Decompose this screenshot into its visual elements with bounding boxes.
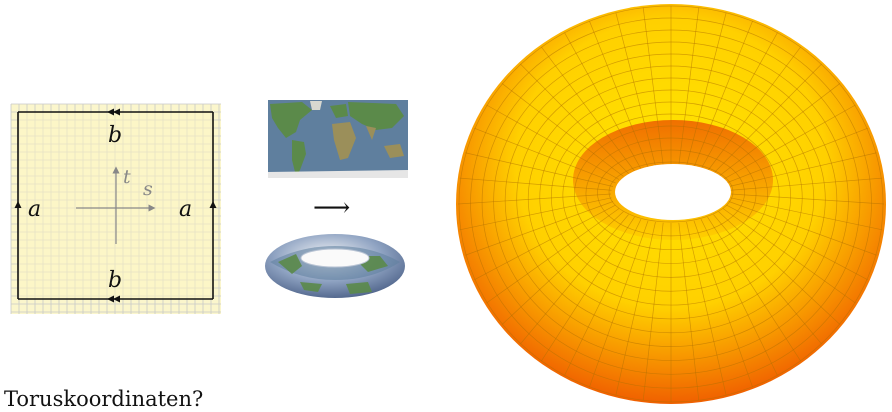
mesh-meridian <box>541 216 635 362</box>
mesh-meridian <box>642 222 664 401</box>
mesh-meridian <box>728 201 877 256</box>
mesh-meridian <box>678 7 700 166</box>
mesh-meridian <box>589 220 649 388</box>
edge-top-double-arrow <box>107 108 120 116</box>
edge-bottom-double-arrow <box>107 295 120 303</box>
mesh-meridian <box>686 221 727 396</box>
mesh-meridian <box>707 46 801 172</box>
mesh-meridian <box>678 222 700 401</box>
mesh-meridian <box>728 152 877 187</box>
mesh-meridian <box>707 216 801 362</box>
mesh-meridian <box>474 127 616 184</box>
mesh-meridian <box>457 193 612 205</box>
label-right-a: a <box>179 197 192 222</box>
mesh-meridian <box>642 7 664 166</box>
mesh-meridian <box>615 12 656 167</box>
torus-3d <box>456 4 886 404</box>
mesh-meridian <box>693 20 753 168</box>
world-map-image <box>268 100 408 178</box>
mesh-meridian <box>501 211 624 325</box>
mesh-meridian <box>700 32 778 170</box>
mesh-meridian <box>501 83 624 177</box>
earth-donut-image <box>265 234 405 298</box>
mesh-meridian <box>564 32 642 170</box>
mesh-meridian <box>693 220 753 388</box>
mesh-meridian <box>722 104 856 180</box>
mesh-meridian <box>465 152 614 187</box>
label-axis-t: t <box>123 166 131 188</box>
mesh-meridian <box>589 20 649 168</box>
mesh-meridian <box>520 214 629 345</box>
mesh-meridian <box>541 46 635 172</box>
torus-mesh <box>457 5 885 403</box>
label-bottom-b: b <box>108 268 122 293</box>
mesh-meridian <box>486 208 620 304</box>
mesh-meridian <box>730 177 883 191</box>
label-left-a: a <box>28 197 41 222</box>
mesh-meridian <box>486 104 620 180</box>
mesh-meridian <box>730 193 885 205</box>
mesh-meridian <box>459 177 612 191</box>
mapping-arrow: ⟶ <box>313 193 350 223</box>
edge-right-arrow <box>209 201 217 208</box>
label-top-b: b <box>108 123 122 148</box>
label-axis-s: s <box>143 178 153 200</box>
torus-hole <box>615 164 731 220</box>
mesh-meridian <box>718 211 841 325</box>
mesh-meridian <box>713 63 822 174</box>
mesh-meridian <box>465 201 614 256</box>
mesh-meridian <box>459 197 612 231</box>
mesh-meridian <box>615 221 656 396</box>
mesh-meridian <box>700 218 778 376</box>
mesh-meridian <box>718 83 841 177</box>
mesh-meridian <box>726 204 868 281</box>
caption-text: Toruskoordinaten? <box>4 387 204 411</box>
mesh-meridian <box>520 63 629 174</box>
mesh-meridian <box>474 204 616 281</box>
mesh-meridian <box>726 127 868 184</box>
mesh-meridian <box>713 214 822 345</box>
fundamental-square: b b a a s t <box>10 103 221 314</box>
mesh-meridian <box>730 197 883 231</box>
edge-left-arrow <box>14 201 22 208</box>
mesh-meridian <box>686 12 727 167</box>
mesh-meridian <box>564 218 642 376</box>
mesh-meridian <box>722 208 856 304</box>
